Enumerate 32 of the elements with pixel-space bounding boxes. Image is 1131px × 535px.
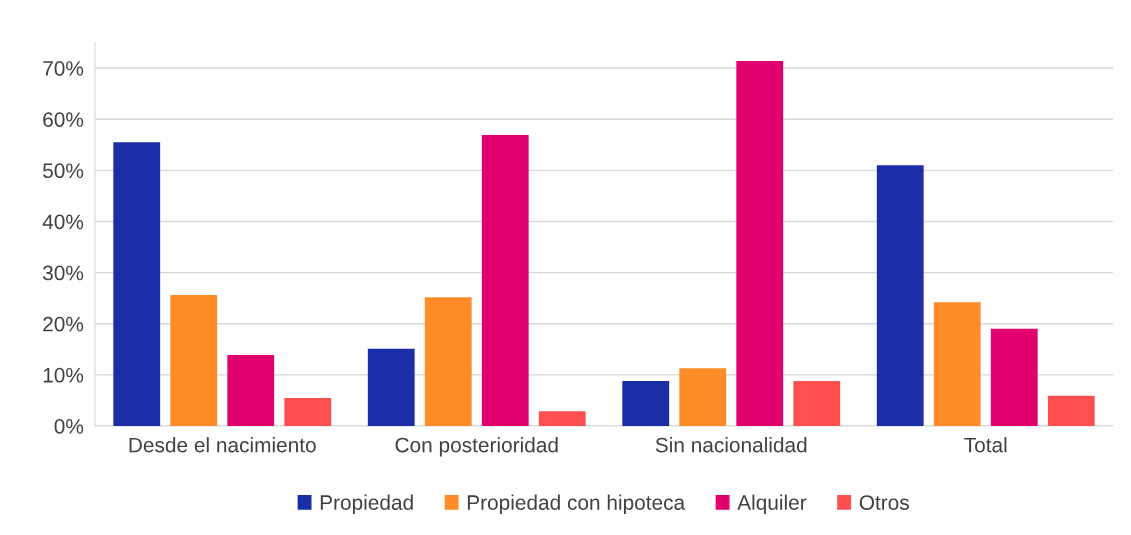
y-tick-label: 50% — [43, 163, 84, 179]
bar — [876, 165, 924, 426]
y-tick-label: 60% — [43, 112, 84, 127]
x-tick-label: Con posterioridad — [395, 437, 558, 457]
bar — [170, 295, 218, 426]
bar — [227, 354, 275, 426]
y-tick-label: 0% — [54, 419, 84, 434]
bar — [933, 302, 981, 426]
y-tick-label: 20% — [43, 316, 84, 332]
bar — [990, 328, 1038, 426]
y-tick-label: 40% — [42, 214, 84, 230]
bar — [793, 381, 841, 426]
y-tick-label: 30% — [42, 265, 84, 281]
bar — [367, 348, 415, 426]
bar — [424, 297, 472, 426]
legend-label: Propiedad — [320, 494, 413, 515]
bar — [481, 135, 529, 426]
legend-label: Alquiler — [737, 494, 807, 515]
y-tick-label: 10% — [43, 367, 84, 383]
bar — [1047, 395, 1095, 426]
legend-label: Propiedad con hipoteca — [467, 494, 686, 515]
y-tick-label: 70% — [43, 61, 84, 76]
bar — [622, 381, 670, 426]
bar — [113, 142, 161, 426]
x-tick-label: Total — [964, 437, 1007, 453]
legend-label: Otros — [859, 495, 909, 510]
bar — [284, 397, 332, 426]
bar — [538, 411, 586, 426]
bar — [736, 60, 784, 426]
bar — [679, 368, 727, 426]
x-tick-label: Desde el nacimiento — [129, 437, 316, 453]
x-tick-label: Sin nacionalidad — [655, 437, 807, 453]
